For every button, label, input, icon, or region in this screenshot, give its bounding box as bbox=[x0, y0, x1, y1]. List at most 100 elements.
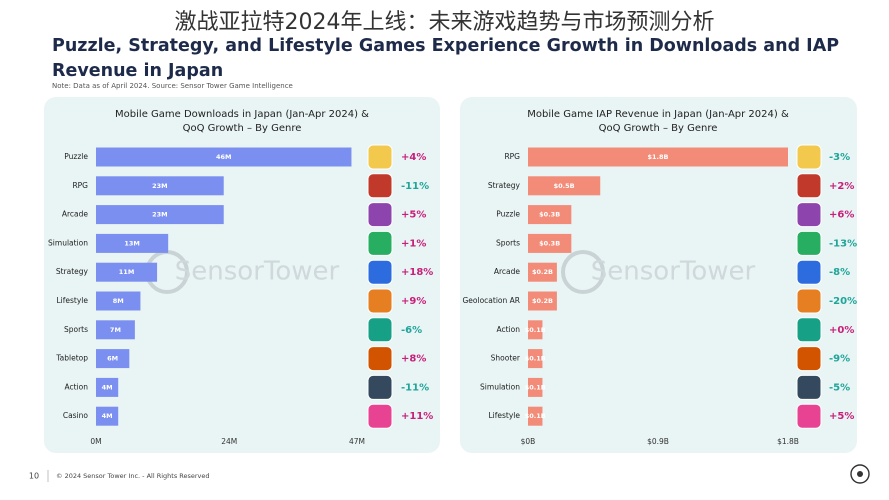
watermark: SensorTower bbox=[175, 257, 340, 287]
category-label: Puzzle bbox=[64, 152, 88, 161]
category-label: Arcade bbox=[494, 267, 521, 276]
category-label: Action bbox=[65, 382, 89, 391]
value-label: 13M bbox=[124, 239, 140, 247]
game-icon bbox=[367, 346, 393, 372]
growth-label: +9% bbox=[401, 296, 426, 307]
chart-title: Mobile Game Downloads in Japan (Jan-Apr … bbox=[115, 109, 369, 134]
category-label: Shooter bbox=[491, 354, 521, 363]
x-tick-label: 0M bbox=[90, 437, 101, 446]
category-label: Lifestyle bbox=[56, 296, 88, 305]
game-icon bbox=[796, 374, 822, 400]
value-label: 8M bbox=[113, 297, 124, 305]
value-label: $0.1B bbox=[525, 412, 546, 420]
overlay-title: 激战亚拉特2024年上线：未来游戏趋势与市场预测分析 bbox=[174, 10, 715, 35]
game-icon bbox=[796, 173, 822, 199]
game-icon bbox=[796, 259, 822, 285]
game-icon bbox=[796, 346, 822, 372]
bar bbox=[96, 377, 119, 397]
bar bbox=[96, 205, 224, 225]
bar bbox=[528, 406, 543, 426]
growth-label: +4% bbox=[401, 152, 426, 163]
bar bbox=[96, 233, 169, 253]
category-label: Sports bbox=[496, 238, 520, 247]
value-label: $0.2B bbox=[532, 297, 553, 305]
bar bbox=[96, 291, 141, 311]
game-icon bbox=[367, 144, 393, 170]
growth-label: -11% bbox=[401, 382, 429, 393]
growth-label: -6% bbox=[401, 325, 422, 336]
value-label: 23M bbox=[152, 182, 168, 190]
category-label: Tabletop bbox=[55, 354, 88, 363]
bar bbox=[96, 147, 352, 167]
category-label: RPG bbox=[72, 181, 88, 190]
category-label: Strategy bbox=[56, 267, 89, 276]
category-label: Simulation bbox=[48, 238, 88, 247]
value-label: $0.1B bbox=[525, 355, 546, 363]
game-icon bbox=[796, 403, 822, 429]
value-label: $0.3B bbox=[539, 211, 560, 219]
value-label: 7M bbox=[110, 326, 121, 334]
category-label: Strategy bbox=[488, 181, 521, 190]
value-label: 23M bbox=[152, 211, 168, 219]
game-icon bbox=[367, 259, 393, 285]
value-label: $0.5B bbox=[554, 182, 575, 190]
game-icon bbox=[796, 202, 822, 228]
game-icon bbox=[796, 288, 822, 314]
growth-label: -20% bbox=[829, 296, 857, 307]
growth-label: -13% bbox=[829, 238, 857, 249]
category-label: Lifestyle bbox=[488, 411, 520, 420]
growth-label: -11% bbox=[401, 181, 429, 192]
growth-label: -8% bbox=[829, 267, 850, 278]
growth-label: -5% bbox=[829, 382, 850, 393]
bar bbox=[96, 176, 224, 196]
growth-label: +6% bbox=[829, 210, 854, 221]
value-label: $1.8B bbox=[648, 153, 669, 161]
bar bbox=[528, 147, 788, 167]
game-icon bbox=[796, 230, 822, 256]
page-number: 10 bbox=[29, 472, 39, 481]
value-label: 46M bbox=[216, 153, 232, 161]
game-icon bbox=[367, 288, 393, 314]
game-icon bbox=[796, 317, 822, 343]
value-label: 6M bbox=[107, 355, 118, 363]
game-icon bbox=[367, 173, 393, 199]
bar bbox=[528, 349, 543, 369]
growth-label: -9% bbox=[829, 354, 850, 365]
growth-label: +18% bbox=[401, 267, 433, 278]
chart-title: Mobile Game IAP Revenue in Japan (Jan-Ap… bbox=[527, 109, 789, 134]
category-label: Arcade bbox=[62, 210, 89, 219]
value-label: $0.3B bbox=[539, 239, 560, 247]
watermark: SensorTower bbox=[591, 257, 756, 287]
bar bbox=[528, 291, 557, 311]
growth-label: +11% bbox=[401, 411, 433, 422]
bar bbox=[96, 262, 158, 282]
value-label: $0.2B bbox=[532, 268, 553, 276]
game-icon bbox=[367, 374, 393, 400]
category-label: RPG bbox=[504, 152, 520, 161]
growth-label: +5% bbox=[829, 411, 854, 422]
value-label: 4M bbox=[102, 412, 113, 420]
bar bbox=[528, 320, 543, 340]
category-label: Geolocation AR bbox=[463, 296, 521, 305]
x-tick-label: $1.8B bbox=[777, 437, 799, 446]
value-label: $0.1B bbox=[525, 326, 546, 334]
growth-label: +2% bbox=[829, 181, 854, 192]
category-label: Sports bbox=[64, 325, 88, 334]
logo bbox=[857, 471, 863, 477]
growth-label: +5% bbox=[401, 210, 426, 221]
bar bbox=[528, 233, 572, 253]
x-tick-label: $0B bbox=[521, 437, 536, 446]
x-tick-label: 24M bbox=[221, 437, 237, 446]
category-label: Simulation bbox=[480, 382, 520, 391]
bar bbox=[528, 205, 572, 225]
copyright: © 2024 Sensor Tower Inc. - All Rights Re… bbox=[56, 472, 210, 480]
growth-label: +8% bbox=[401, 354, 426, 365]
x-tick-label: $0.9B bbox=[647, 437, 669, 446]
bar bbox=[96, 320, 135, 340]
bar bbox=[528, 176, 601, 196]
growth-label: -3% bbox=[829, 152, 850, 163]
category-label: Puzzle bbox=[496, 210, 520, 219]
value-label: $0.1B bbox=[525, 383, 546, 391]
